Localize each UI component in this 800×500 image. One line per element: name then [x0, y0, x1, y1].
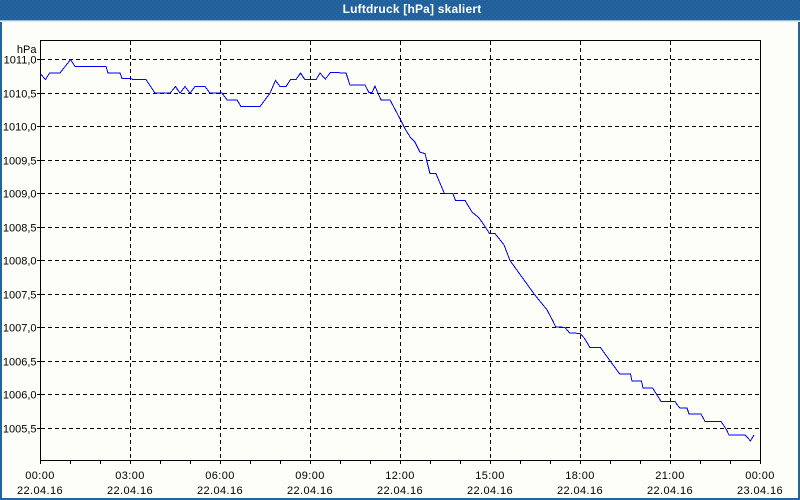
- svg-text:22.04.16: 22.04.16: [377, 485, 423, 497]
- svg-text:22.04.16: 22.04.16: [197, 485, 243, 497]
- svg-text:23.04.16: 23.04.16: [737, 485, 783, 497]
- svg-text:22.04.16: 22.04.16: [467, 485, 513, 497]
- svg-text:1010,0: 1010,0: [3, 122, 37, 134]
- svg-text:22.04.16: 22.04.16: [647, 485, 693, 497]
- svg-text:21:00: 21:00: [655, 470, 685, 482]
- svg-text:1006,5: 1006,5: [3, 357, 37, 369]
- svg-text:00:00: 00:00: [25, 470, 55, 482]
- svg-text:1005,5: 1005,5: [3, 424, 37, 436]
- svg-text:22.04.16: 22.04.16: [287, 485, 333, 497]
- svg-text:1011,0: 1011,0: [4, 55, 37, 67]
- svg-text:1007,0: 1007,0: [3, 323, 37, 335]
- svg-text:1008,0: 1008,0: [3, 256, 37, 268]
- svg-text:1010,5: 1010,5: [3, 89, 37, 101]
- svg-text:09:00: 09:00: [295, 470, 325, 482]
- svg-text:18:00: 18:00: [565, 470, 595, 482]
- svg-text:22.04.16: 22.04.16: [107, 485, 153, 497]
- svg-text:1006,0: 1006,0: [3, 390, 37, 402]
- svg-text:12:00: 12:00: [385, 470, 415, 482]
- svg-text:00:00: 00:00: [745, 470, 775, 482]
- svg-text:1008,5: 1008,5: [3, 223, 37, 235]
- svg-text:1009,0: 1009,0: [3, 189, 37, 201]
- svg-text:22.04.16: 22.04.16: [17, 485, 63, 497]
- svg-text:22.04.16: 22.04.16: [557, 485, 603, 497]
- svg-text:03:00: 03:00: [115, 470, 145, 482]
- svg-text:15:00: 15:00: [475, 470, 505, 482]
- svg-text:06:00: 06:00: [205, 470, 235, 482]
- svg-text:hPa: hPa: [17, 44, 37, 56]
- svg-text:1009,5: 1009,5: [3, 156, 37, 168]
- svg-text:1007,5: 1007,5: [3, 290, 37, 302]
